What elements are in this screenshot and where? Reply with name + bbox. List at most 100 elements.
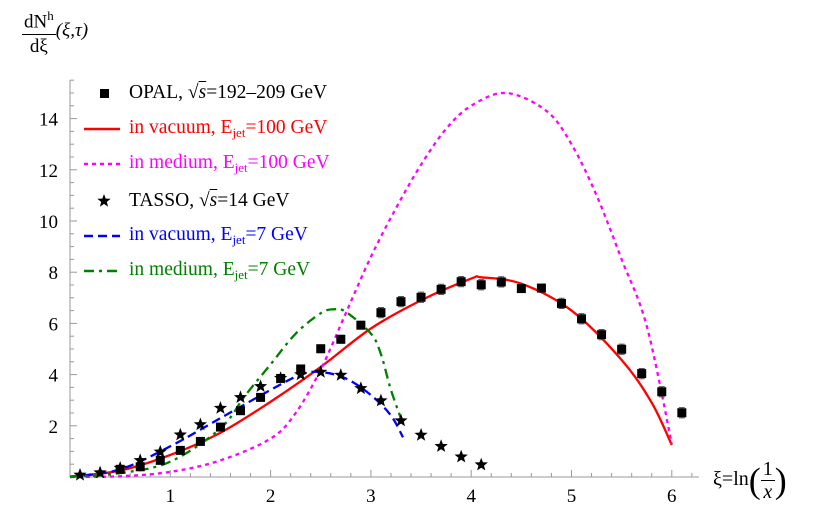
tasso-point <box>93 465 107 479</box>
opal-point <box>336 334 346 344</box>
legend-label-prefix: TASSO, √ <box>129 190 210 211</box>
tasso-point <box>133 453 147 466</box>
x-tick-label: 1 <box>166 486 176 507</box>
opal-point <box>215 422 225 432</box>
opal-point <box>155 455 165 465</box>
legend-symbol <box>84 234 120 238</box>
opal-point <box>195 436 205 446</box>
opal-point <box>436 284 446 294</box>
legend-label: OPAL, √s=192–209 GeV <box>129 80 327 106</box>
tasso-point <box>354 381 368 395</box>
tasso-point <box>193 417 207 431</box>
legend-label-prefix: in vacuum, E <box>129 224 233 245</box>
series-line-2 <box>69 91 673 479</box>
y-tick-label: 10 <box>39 212 58 233</box>
x-tick-label: 3 <box>366 486 376 507</box>
y-tick-label: 8 <box>49 263 59 284</box>
tasso-point <box>314 365 328 378</box>
opal-point <box>356 320 366 330</box>
x-axis-label: ξ=ln(1 x) <box>713 458 787 503</box>
ylabel-numerator: dN <box>24 11 48 33</box>
tasso-point <box>153 444 167 458</box>
x-tick-label: 2 <box>266 486 276 507</box>
legend-label-suffix: =14 GeV <box>217 190 290 211</box>
legend-label-suffix: =7 GeV <box>247 259 311 280</box>
xlabel-denominator: x <box>763 481 773 503</box>
y-tick-label: 6 <box>49 314 59 335</box>
legend-label-prefix: in vacuum, E <box>129 117 233 138</box>
legend-label-suffix: =7 GeV <box>245 224 308 245</box>
y-tick-label: 2 <box>49 417 59 438</box>
opal-point <box>617 344 627 354</box>
opal-point <box>456 277 466 287</box>
legend-square-marker <box>100 89 109 98</box>
opal-point <box>256 392 266 402</box>
legend-label-suffix: =100 GeV <box>245 117 328 138</box>
legend-label: TASSO, √s=14 GeV <box>129 188 289 214</box>
tasso-point <box>334 368 348 381</box>
tasso-point <box>374 393 388 407</box>
legend-label: in medium, Ejet=100 GeV <box>129 150 330 181</box>
y-tick-label: 4 <box>49 366 59 387</box>
legend-label-sqrt: s <box>198 82 207 103</box>
tasso-point <box>474 457 488 471</box>
data-points <box>73 276 687 481</box>
tasso-point <box>394 413 408 427</box>
tasso-point <box>414 428 428 441</box>
y-tick-label: 12 <box>39 161 58 182</box>
opal-point <box>496 277 506 287</box>
ylabel-sup: h <box>47 8 54 23</box>
tasso-point <box>253 379 268 392</box>
opal-point <box>396 297 406 307</box>
opal-point <box>376 308 386 318</box>
legend-label-sub: jet <box>232 125 246 140</box>
opal-point <box>677 408 687 418</box>
tasso-point <box>173 427 187 441</box>
tasso-point <box>454 449 468 463</box>
x-tick-label: 4 <box>466 486 476 507</box>
ylabel-denominator: dξ <box>29 36 48 58</box>
ylabel-args: (ξ,τ) <box>55 20 89 42</box>
legend-label-prefix: in medium, E <box>129 152 235 173</box>
xlabel-lhs: ξ=ln <box>713 468 749 491</box>
x-tick-label: 6 <box>667 486 677 507</box>
opal-point <box>316 344 326 354</box>
opal-point <box>577 314 587 324</box>
opal-point <box>236 406 246 416</box>
tasso-point <box>233 390 248 403</box>
opal-point <box>536 283 546 293</box>
y-axis-label: dNh dξ (ξ,τ) <box>22 4 88 59</box>
legend-symbol <box>100 89 109 98</box>
legend-label-prefix: in medium, E <box>129 259 235 280</box>
opal-point <box>416 292 426 302</box>
opal-point <box>476 280 486 290</box>
tasso-point <box>213 401 228 414</box>
opal-point <box>135 462 145 472</box>
tasso-point <box>274 371 288 384</box>
legend-symbol <box>84 269 120 273</box>
opal-point <box>556 298 566 308</box>
legend-symbol <box>84 162 120 166</box>
legend-label-suffix: =192–209 GeV <box>206 82 328 103</box>
tasso-point <box>294 367 308 381</box>
xlabel-numerator: 1 <box>760 458 775 481</box>
legend-label-sqrt: s <box>209 190 218 211</box>
legend-label-prefix: OPAL, √ <box>129 82 199 103</box>
tasso-point <box>434 439 448 452</box>
legend-label-sub: jet <box>232 232 246 247</box>
legend-label-sub: jet <box>234 267 248 282</box>
opal-point <box>637 369 647 379</box>
tasso-point <box>73 468 87 481</box>
legend-label: in vacuum, Ejet=100 GeV <box>129 115 327 146</box>
x-tick-label: 5 <box>567 486 577 507</box>
legend-symbol <box>84 127 120 131</box>
legend-label: in medium, Ejet=7 GeV <box>129 257 310 288</box>
legend-symbol <box>97 194 111 207</box>
opal-point <box>597 330 607 340</box>
legend-label-sub: jet <box>234 160 248 175</box>
legend-star-marker <box>97 194 111 207</box>
legend-label-suffix: =100 GeV <box>247 152 330 173</box>
y-tick-label: 14 <box>39 110 59 131</box>
